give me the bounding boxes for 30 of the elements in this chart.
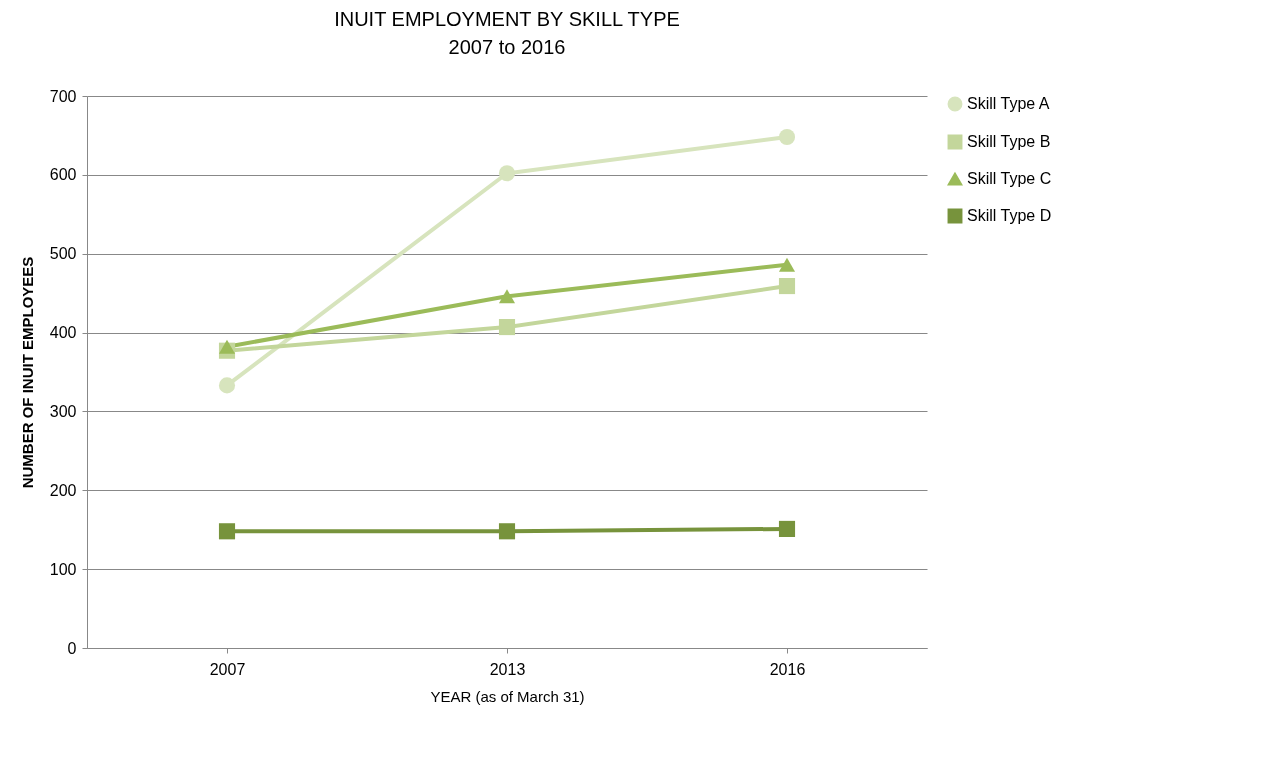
y-tick-label: 100 bbox=[49, 560, 77, 578]
legend-label: Skill Type C bbox=[967, 170, 1052, 187]
point bbox=[498, 165, 516, 182]
point bbox=[778, 128, 796, 146]
point bbox=[778, 277, 796, 295]
x-tick-label: 2007 bbox=[209, 660, 246, 678]
point bbox=[778, 520, 796, 537]
point bbox=[778, 257, 796, 272]
legend-label: Skill Type D bbox=[967, 207, 1052, 224]
legend-label: Skill Type B bbox=[967, 133, 1051, 150]
chart-title: INUIT EMPLOYMENT BY SKILL TYPE bbox=[334, 8, 680, 30]
x-tick-label: 2013 bbox=[489, 660, 526, 678]
point bbox=[218, 339, 236, 354]
point bbox=[218, 377, 236, 394]
y-tick-label: 700 bbox=[49, 87, 77, 105]
y-tick-label: 300 bbox=[49, 402, 77, 420]
point bbox=[498, 289, 516, 304]
y-tick-label: 600 bbox=[49, 166, 77, 184]
x-axis-title: YEAR (as of March 31) bbox=[430, 687, 585, 705]
point bbox=[498, 523, 516, 540]
y-tick-label: 400 bbox=[49, 324, 77, 342]
y-tick-label: 500 bbox=[49, 245, 77, 263]
y-tick-label: 0 bbox=[67, 639, 77, 657]
legend-label: Skill Type A bbox=[967, 95, 1050, 112]
y-tick-label: 200 bbox=[49, 481, 77, 499]
point bbox=[498, 318, 516, 336]
y-axis-title: NUMBER OF INUIT EMPLOYEES bbox=[18, 256, 36, 489]
chart-subtitle: 2007 to 2016 bbox=[448, 36, 566, 58]
point bbox=[218, 523, 236, 540]
x-tick-label: 2016 bbox=[769, 660, 806, 678]
